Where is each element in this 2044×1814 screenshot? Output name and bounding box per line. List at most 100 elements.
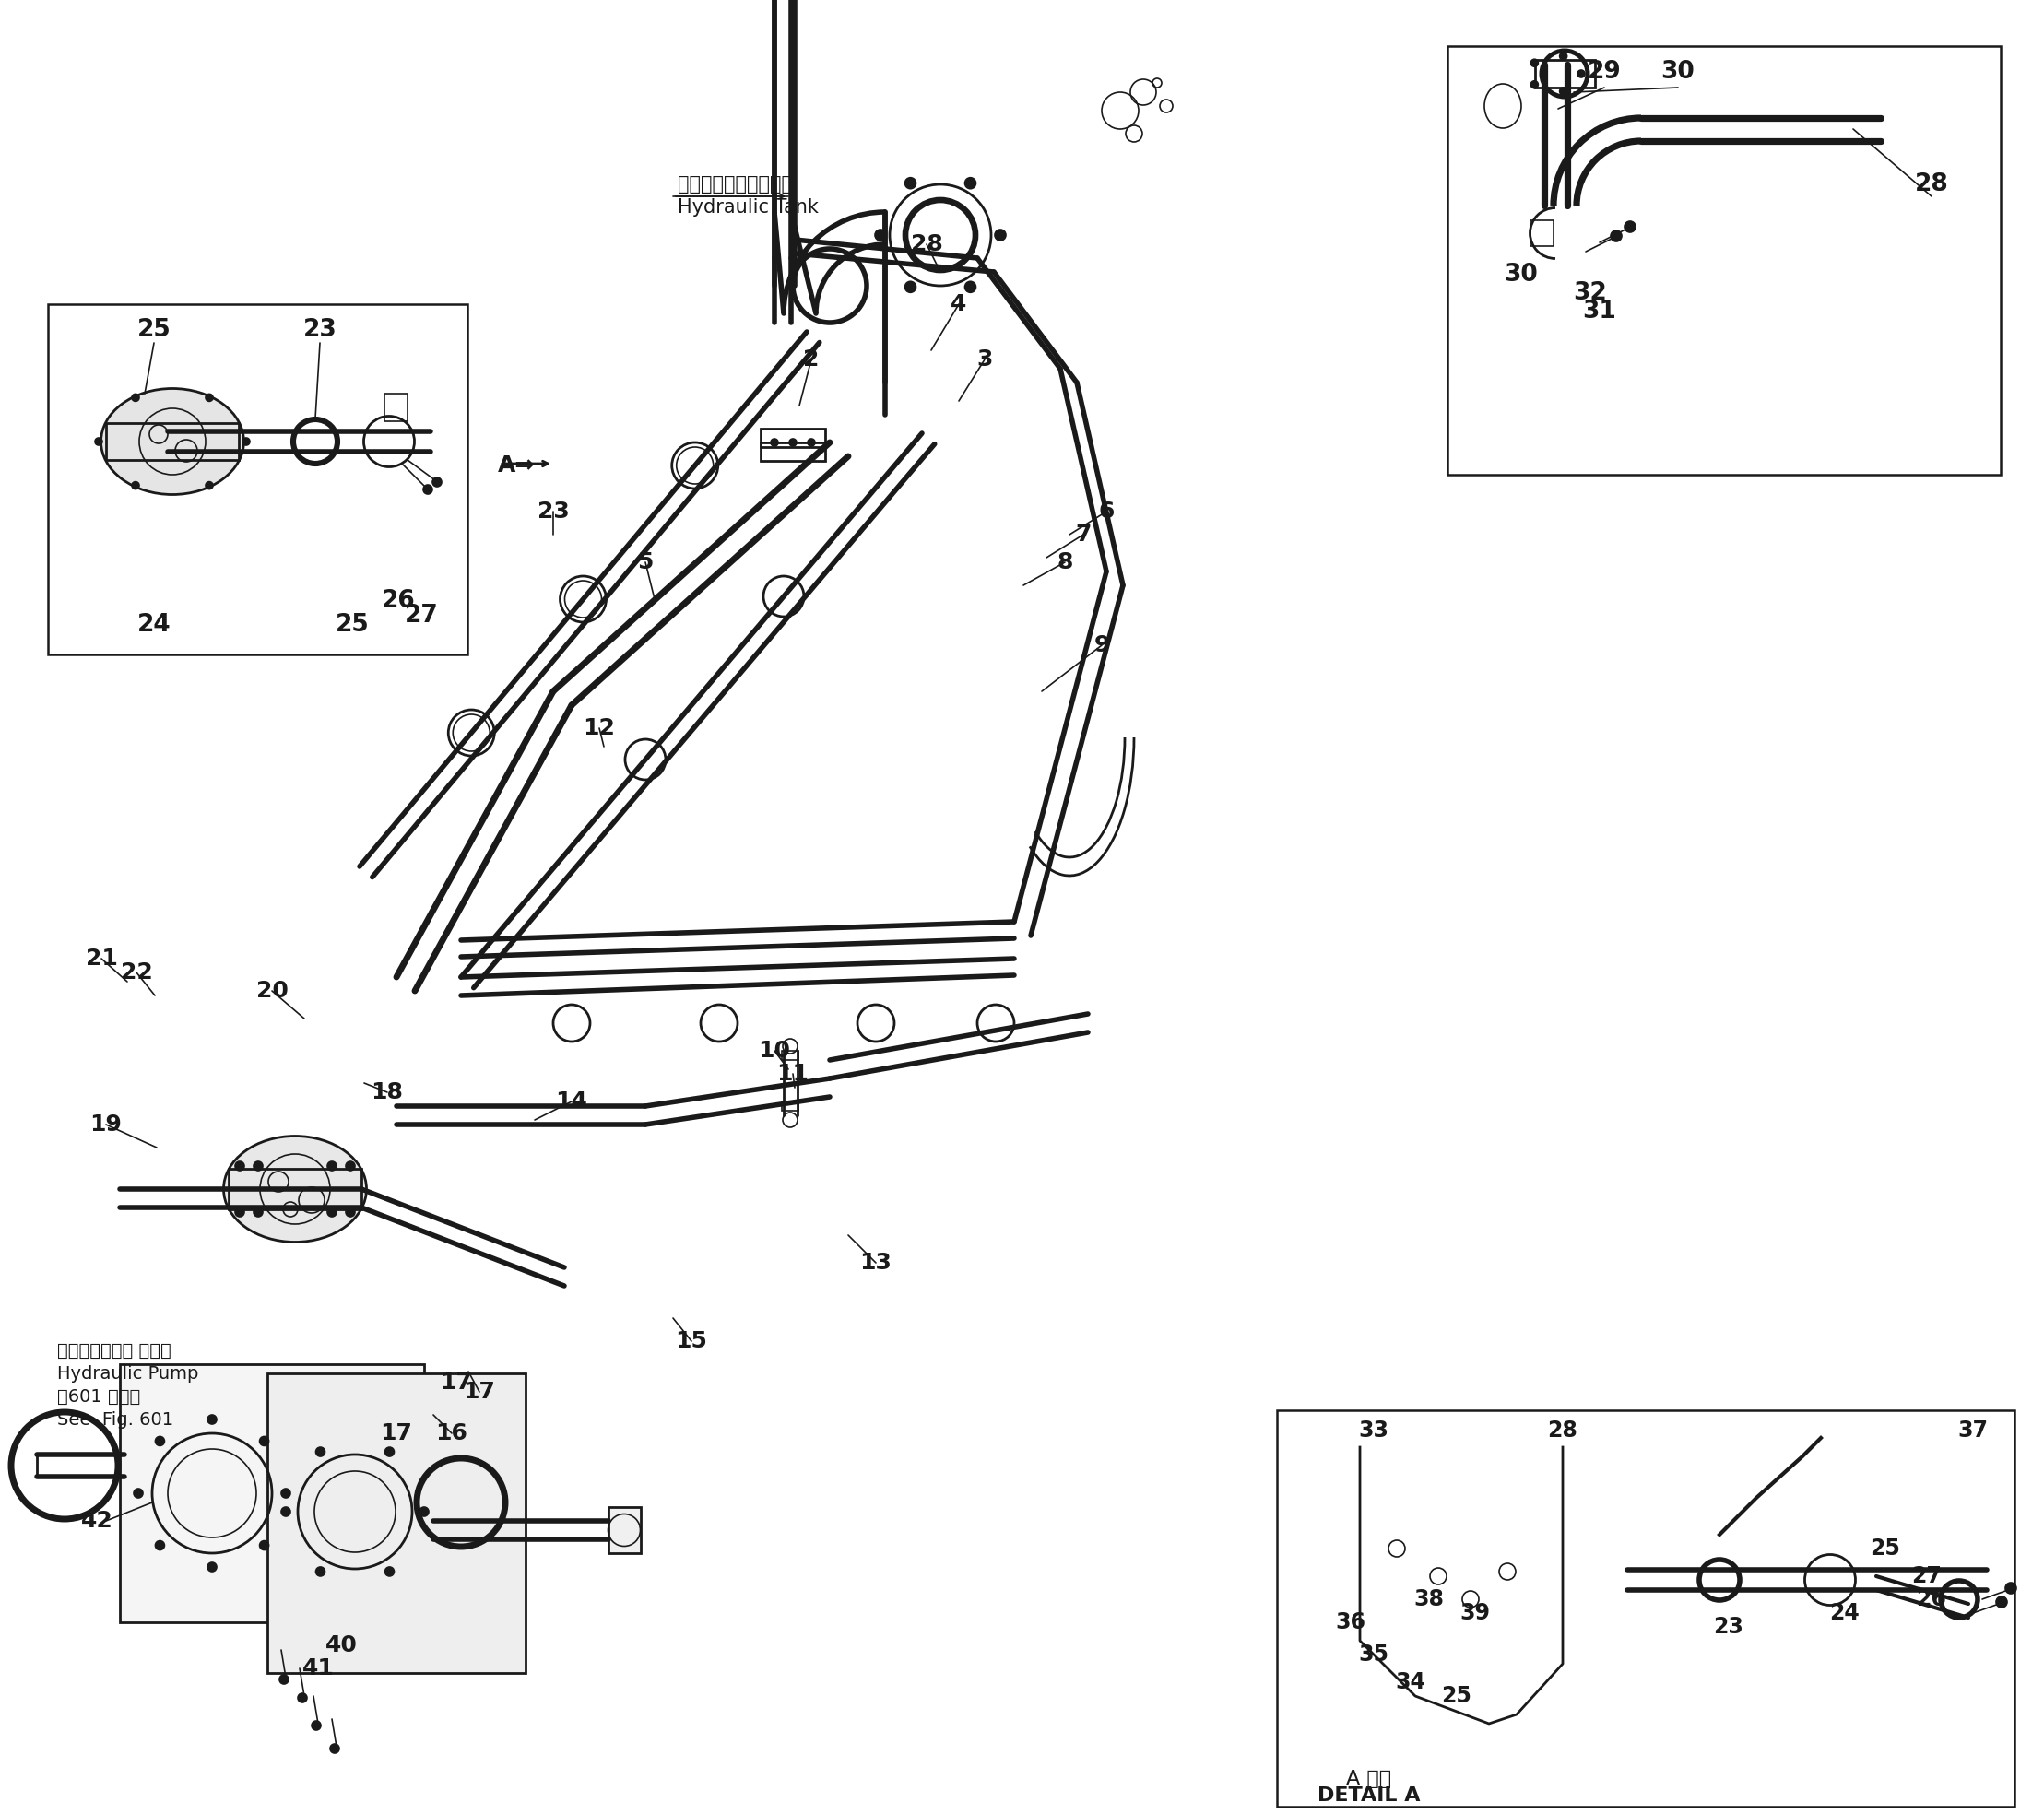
Circle shape <box>875 230 885 241</box>
Circle shape <box>133 483 139 490</box>
Circle shape <box>327 1208 337 1217</box>
Text: 24: 24 <box>1829 1602 1860 1624</box>
Circle shape <box>329 1743 339 1752</box>
Circle shape <box>206 483 213 490</box>
Circle shape <box>133 1489 143 1498</box>
Circle shape <box>280 1674 288 1683</box>
Circle shape <box>423 484 433 493</box>
Circle shape <box>1531 82 1539 89</box>
Circle shape <box>253 1208 264 1217</box>
Bar <box>760 428 826 446</box>
Text: 25: 25 <box>335 613 370 637</box>
Text: DETAIL A: DETAIL A <box>1318 1787 1421 1805</box>
Bar <box>1278 1409 2015 1807</box>
Text: 10: 10 <box>758 1039 791 1061</box>
Text: 第601 図参照: 第601 図参照 <box>57 1388 141 1406</box>
Text: 4: 4 <box>950 294 967 316</box>
Circle shape <box>315 1567 325 1576</box>
Text: 3: 3 <box>977 348 993 370</box>
Circle shape <box>298 1692 307 1703</box>
Circle shape <box>327 1161 337 1170</box>
Circle shape <box>384 1567 394 1576</box>
Text: 37: 37 <box>1958 1420 1989 1442</box>
Text: 33: 33 <box>1359 1420 1390 1442</box>
Bar <box>781 1101 799 1110</box>
Circle shape <box>311 1721 321 1731</box>
Circle shape <box>771 439 779 446</box>
Text: 29: 29 <box>1588 60 1621 83</box>
Text: 24: 24 <box>137 613 172 637</box>
Text: 26: 26 <box>1917 1589 1946 1611</box>
Circle shape <box>206 394 213 401</box>
Text: ハイドロリックタンク: ハイドロリックタンク <box>679 176 793 194</box>
Circle shape <box>345 1161 356 1170</box>
Text: 5: 5 <box>638 551 654 573</box>
Text: 11: 11 <box>777 1063 809 1085</box>
Text: 31: 31 <box>1582 299 1617 323</box>
Bar <box>760 443 826 461</box>
Ellipse shape <box>223 1136 366 1243</box>
Text: 12: 12 <box>583 717 615 740</box>
Text: 34: 34 <box>1396 1671 1427 1692</box>
Text: 17: 17 <box>464 1380 495 1402</box>
Circle shape <box>965 281 975 292</box>
Text: 23: 23 <box>538 501 568 522</box>
Circle shape <box>282 1489 290 1498</box>
Circle shape <box>206 1415 217 1424</box>
Text: 35: 35 <box>1359 1643 1390 1665</box>
Text: 41: 41 <box>303 1658 333 1680</box>
Circle shape <box>1625 221 1635 232</box>
Text: ハイドロリック ポンプ: ハイドロリック ポンプ <box>57 1342 172 1359</box>
Circle shape <box>94 437 102 444</box>
Text: 27: 27 <box>405 604 437 628</box>
Text: 6: 6 <box>1098 501 1114 522</box>
Text: 13: 13 <box>861 1252 891 1273</box>
Text: A 詳細: A 詳細 <box>1347 1770 1392 1789</box>
Circle shape <box>2005 1582 2015 1595</box>
Circle shape <box>789 439 797 446</box>
Circle shape <box>807 439 816 446</box>
Text: 25: 25 <box>1870 1538 1901 1560</box>
Circle shape <box>253 1161 264 1170</box>
Circle shape <box>260 1540 270 1549</box>
Circle shape <box>433 477 442 486</box>
Circle shape <box>282 1507 290 1517</box>
Bar <box>384 394 407 421</box>
Circle shape <box>384 1448 394 1457</box>
Text: 16: 16 <box>435 1422 468 1444</box>
Bar <box>229 1168 362 1210</box>
Text: 28: 28 <box>910 234 942 256</box>
Circle shape <box>315 1448 325 1457</box>
Circle shape <box>905 178 916 189</box>
Bar <box>781 1050 799 1059</box>
Text: 14: 14 <box>556 1090 589 1112</box>
Circle shape <box>155 1540 164 1549</box>
Text: 15: 15 <box>675 1330 707 1351</box>
Circle shape <box>1531 60 1539 67</box>
Text: 23: 23 <box>303 317 337 343</box>
Text: 17: 17 <box>380 1422 413 1444</box>
Text: 42: 42 <box>82 1509 112 1533</box>
Bar <box>609 1507 640 1553</box>
Text: 2: 2 <box>803 348 820 370</box>
Text: 7: 7 <box>1075 524 1091 546</box>
Circle shape <box>419 1507 429 1517</box>
Text: 21: 21 <box>86 947 117 970</box>
Text: 19: 19 <box>90 1114 123 1136</box>
Circle shape <box>260 1437 270 1446</box>
Text: 26: 26 <box>382 590 415 613</box>
Circle shape <box>206 1562 217 1571</box>
Circle shape <box>1578 71 1584 78</box>
Text: 38: 38 <box>1414 1589 1445 1611</box>
Text: 8: 8 <box>1057 551 1073 573</box>
Text: 27: 27 <box>1911 1565 1942 1587</box>
Bar <box>1531 219 1553 247</box>
Text: 28: 28 <box>1915 172 1948 196</box>
Circle shape <box>1560 53 1568 60</box>
Bar <box>268 1373 525 1673</box>
Text: 25: 25 <box>137 317 172 343</box>
Text: See  Fig. 601: See Fig. 601 <box>57 1411 174 1428</box>
Bar <box>121 1364 423 1622</box>
Circle shape <box>1997 1596 2007 1607</box>
Text: 28: 28 <box>1547 1420 1578 1442</box>
